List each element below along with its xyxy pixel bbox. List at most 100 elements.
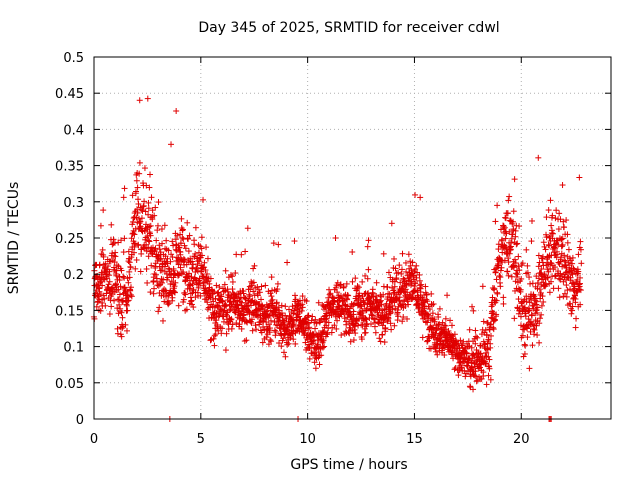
data-point	[434, 325, 441, 332]
data-point	[393, 270, 400, 277]
data-point	[435, 313, 442, 320]
data-point	[175, 261, 182, 268]
data-points	[90, 95, 585, 422]
data-point	[477, 342, 484, 349]
data-point	[275, 317, 282, 324]
data-point	[559, 263, 566, 270]
data-point	[111, 297, 118, 304]
data-point	[491, 285, 498, 292]
data-point	[165, 265, 172, 272]
data-point	[466, 383, 473, 390]
data-point	[388, 220, 395, 227]
data-point	[496, 272, 503, 279]
data-point	[282, 303, 289, 310]
data-point	[485, 372, 492, 379]
data-point	[532, 297, 539, 304]
data-point	[185, 235, 192, 242]
data-point	[108, 285, 115, 292]
data-point	[406, 274, 413, 281]
data-point	[151, 285, 158, 292]
data-point	[296, 297, 303, 304]
data-point	[502, 235, 509, 242]
data-point	[124, 307, 131, 314]
data-point	[397, 279, 404, 286]
data-point	[555, 226, 562, 233]
data-point	[553, 207, 560, 214]
data-point	[317, 346, 324, 353]
data-point	[494, 202, 501, 209]
data-point	[564, 287, 571, 294]
data-point	[418, 281, 425, 288]
data-point	[286, 306, 293, 313]
data-point	[413, 274, 420, 281]
data-point	[199, 252, 206, 259]
data-point	[179, 234, 186, 241]
data-point	[138, 215, 145, 222]
data-point	[379, 331, 386, 338]
data-point	[513, 273, 520, 280]
data-point	[423, 291, 430, 298]
data-point	[207, 337, 214, 344]
data-point	[480, 318, 487, 325]
data-point	[472, 373, 479, 380]
data-point	[376, 335, 383, 342]
data-point	[238, 251, 245, 258]
data-point	[391, 283, 398, 290]
data-point	[470, 386, 477, 393]
data-point	[505, 255, 512, 262]
data-point	[176, 271, 183, 278]
data-point	[215, 327, 222, 334]
data-point	[190, 304, 197, 311]
data-point	[364, 243, 371, 250]
data-point	[565, 246, 572, 253]
data-point	[469, 303, 476, 310]
data-point	[391, 255, 398, 262]
data-point	[538, 276, 545, 283]
data-point	[379, 309, 386, 316]
data-point	[387, 309, 394, 316]
data-point	[395, 313, 402, 320]
data-point	[572, 299, 579, 306]
data-point	[497, 267, 504, 274]
data-point	[419, 334, 426, 341]
data-point	[526, 274, 533, 281]
data-point	[212, 331, 219, 338]
data-point	[259, 339, 266, 346]
data-point	[360, 297, 367, 304]
data-point	[200, 196, 207, 203]
y-tick-label: 0.3	[63, 196, 84, 211]
data-point	[537, 289, 544, 296]
data-point	[378, 301, 385, 308]
data-point	[528, 312, 535, 319]
data-point	[133, 256, 140, 263]
data-point	[504, 268, 511, 275]
data-point	[521, 341, 528, 348]
data-point	[339, 297, 346, 304]
data-point	[118, 309, 125, 316]
data-point	[147, 232, 154, 239]
data-point	[146, 184, 153, 191]
data-point	[106, 311, 113, 318]
data-point	[385, 315, 392, 322]
data-point	[480, 369, 487, 376]
data-point	[463, 362, 470, 369]
data-point	[315, 299, 322, 306]
data-point	[569, 303, 576, 310]
data-point	[577, 246, 584, 253]
data-point	[542, 281, 549, 288]
data-point	[118, 267, 125, 274]
data-point	[430, 301, 437, 308]
data-point	[395, 269, 402, 276]
data-point	[513, 241, 520, 248]
data-point	[299, 304, 306, 311]
data-point	[490, 326, 497, 333]
data-point	[350, 301, 357, 308]
data-point	[228, 316, 235, 323]
data-point	[535, 154, 542, 161]
data-point	[572, 324, 579, 331]
data-point	[180, 269, 187, 276]
data-point	[166, 300, 173, 307]
y-tick-label: 0.05	[55, 377, 84, 392]
data-point	[114, 305, 121, 312]
data-point	[526, 365, 533, 372]
